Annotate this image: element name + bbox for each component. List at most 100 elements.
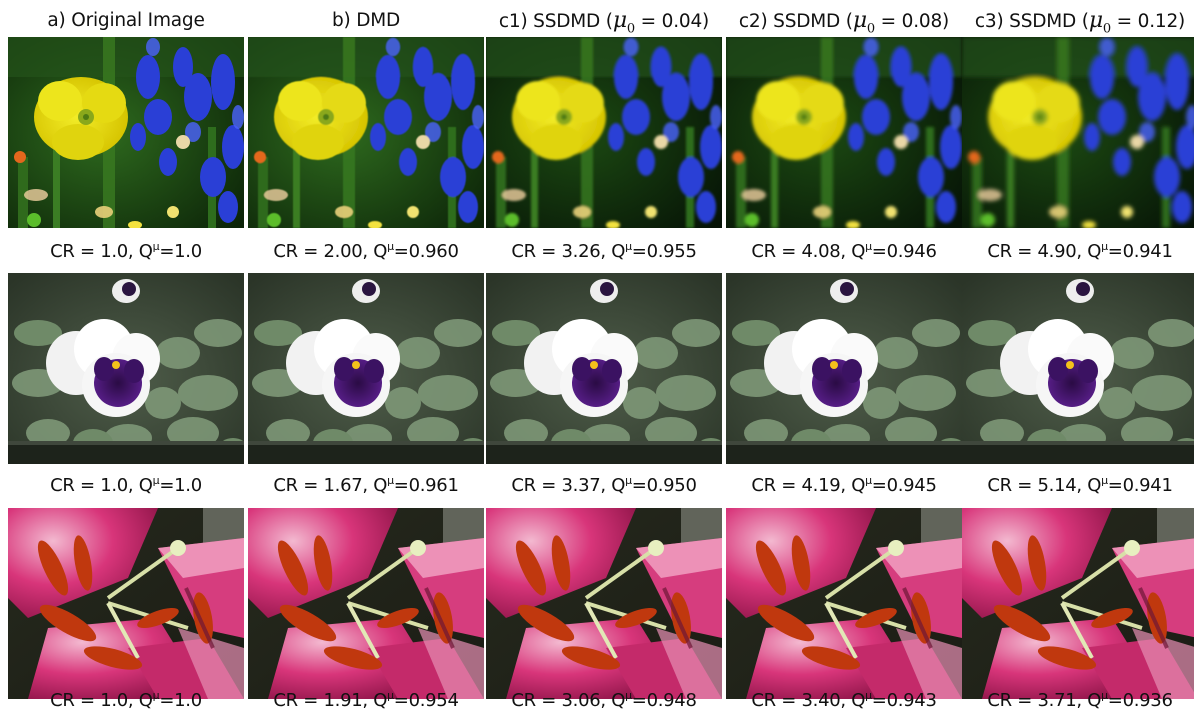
caption-cr: CR = 4.19,: [751, 475, 846, 496]
caption-quality: Qμ=0.954: [373, 689, 459, 711]
q-symbol: Q: [851, 690, 866, 711]
image-panel-yellow-flower-2: [248, 37, 484, 228]
column-title-text: c3) SSDMD (: [974, 11, 1089, 32]
q-value: =0.954: [393, 690, 459, 711]
column-title-text: a) Original Image: [47, 10, 205, 31]
caption-lily-3: CR = 3.06, Qμ=0.948: [486, 683, 722, 711]
column-title-ssdmd-3: c3) SSDMD (μ0 = 0.12): [962, 6, 1194, 36]
q-value: =1.0: [159, 241, 202, 262]
mu-letter: μ: [612, 8, 627, 33]
q-symbol: Q: [373, 241, 388, 262]
q-symbol: Q: [611, 475, 626, 496]
column-title-dmd: b) DMD: [248, 6, 484, 36]
caption-cr: CR = 4.90,: [987, 241, 1082, 262]
caption-quality: Qμ=0.941: [1087, 240, 1173, 262]
lily-image: [8, 508, 244, 699]
caption-cr: CR = 1.91,: [273, 690, 368, 711]
lily-image: [486, 508, 722, 699]
image-panel-lily-5: [962, 508, 1194, 699]
caption-quality: Qμ=0.936: [1087, 689, 1173, 711]
image-panel-lily-1: [8, 508, 244, 699]
image-panel-yellow-flower-1: [8, 37, 244, 228]
q-superscript: μ: [152, 689, 160, 702]
column-title-value: = 0.08): [875, 11, 950, 32]
image-panel-yellow-flower-4: [726, 37, 962, 228]
caption-lily-4: CR = 3.40, Qμ=0.943: [726, 683, 962, 711]
pansy-image: [726, 273, 962, 464]
q-value: =0.961: [393, 475, 459, 496]
q-superscript: μ: [152, 474, 160, 487]
column-title-text: b) DMD: [331, 10, 401, 31]
image-panel-pansy-4: [726, 273, 962, 464]
column-title-original: a) Original Image: [8, 6, 244, 36]
caption-quality: Qμ=1.0: [139, 240, 202, 262]
yellow-flower-image: [726, 37, 962, 228]
q-symbol: Q: [851, 475, 866, 496]
caption-cr: CR = 1.0,: [50, 241, 134, 262]
caption-quality: Qμ=0.960: [373, 240, 459, 262]
q-symbol: Q: [611, 690, 626, 711]
yellow-flower-image: [962, 37, 1194, 228]
pansy-image: [248, 273, 484, 464]
pansy-image: [486, 273, 722, 464]
yellow-flower-image: [8, 37, 244, 228]
q-superscript: μ: [387, 240, 394, 253]
q-superscript: μ: [625, 240, 632, 253]
q-superscript: μ: [1101, 689, 1108, 702]
pansy-image: [8, 273, 244, 464]
caption-cr: CR = 4.08,: [751, 241, 846, 262]
image-panel-yellow-flower-5: [962, 37, 1194, 228]
column-title-value: = 0.12): [1111, 11, 1186, 32]
caption-cr: CR = 1.67,: [273, 475, 368, 496]
lily-image: [248, 508, 484, 699]
caption-lily-1: CR = 1.0, Qμ=1.0: [8, 683, 244, 711]
image-panel-lily-2: [248, 508, 484, 699]
caption-cr: CR = 3.26,: [511, 241, 606, 262]
mu-symbol: μ0: [852, 8, 875, 37]
caption-quality: Qμ=0.945: [851, 474, 937, 496]
caption-yellow-flower-1: CR = 1.0, Qμ=1.0: [8, 234, 244, 262]
caption-quality: Qμ=0.961: [373, 474, 459, 496]
caption-cr: CR = 1.0,: [50, 690, 134, 711]
caption-pansy-2: CR = 1.67, Qμ=0.961: [248, 468, 484, 496]
q-symbol: Q: [373, 475, 388, 496]
q-symbol: Q: [373, 690, 388, 711]
q-superscript: μ: [625, 689, 632, 702]
mu-symbol: μ0: [612, 8, 635, 36]
caption-quality: Qμ=0.946: [851, 240, 937, 262]
caption-pansy-1: CR = 1.0, Qμ=1.0: [8, 468, 244, 496]
q-superscript: μ: [387, 474, 394, 487]
column-title-ssdmd-1: c1) SSDMD (μ0 = 0.04): [486, 6, 722, 36]
caption-cr: CR = 5.14,: [987, 475, 1082, 496]
column-title-ssdmd-2: c2) SSDMD (μ0 = 0.08): [726, 6, 962, 36]
mu-subscript: 0: [1102, 21, 1111, 37]
image-panel-pansy-3: [486, 273, 722, 464]
q-symbol: Q: [1087, 475, 1102, 496]
q-symbol: Q: [851, 241, 866, 262]
q-value: =0.936: [1107, 690, 1173, 711]
q-value: =0.950: [631, 475, 697, 496]
caption-yellow-flower-4: CR = 4.08, Qμ=0.946: [726, 234, 962, 262]
caption-yellow-flower-5: CR = 4.90, Qμ=0.941: [962, 234, 1194, 262]
caption-cr: CR = 3.71,: [987, 690, 1082, 711]
q-symbol: Q: [1087, 241, 1102, 262]
mu-letter: μ: [852, 8, 867, 33]
yellow-flower-image: [486, 37, 722, 228]
image-panel-pansy-2: [248, 273, 484, 464]
image-panel-lily-4: [726, 508, 962, 699]
mu-subscript: 0: [866, 21, 875, 37]
caption-cr: CR = 3.40,: [751, 690, 846, 711]
caption-pansy-4: CR = 4.19, Qμ=0.945: [726, 468, 962, 496]
caption-cr: CR = 3.37,: [511, 475, 606, 496]
column-title-text: c2) SSDMD (: [738, 11, 853, 32]
q-value: =0.941: [1107, 475, 1173, 496]
q-value: =0.955: [631, 241, 697, 262]
q-superscript: μ: [387, 689, 394, 702]
caption-quality: Qμ=1.0: [139, 689, 202, 711]
caption-quality: Qμ=0.948: [611, 689, 697, 711]
caption-quality: Qμ=0.950: [611, 474, 697, 496]
lily-image: [726, 508, 962, 699]
q-superscript: μ: [865, 240, 872, 253]
q-value: =0.948: [631, 690, 697, 711]
q-superscript: μ: [1101, 240, 1108, 253]
